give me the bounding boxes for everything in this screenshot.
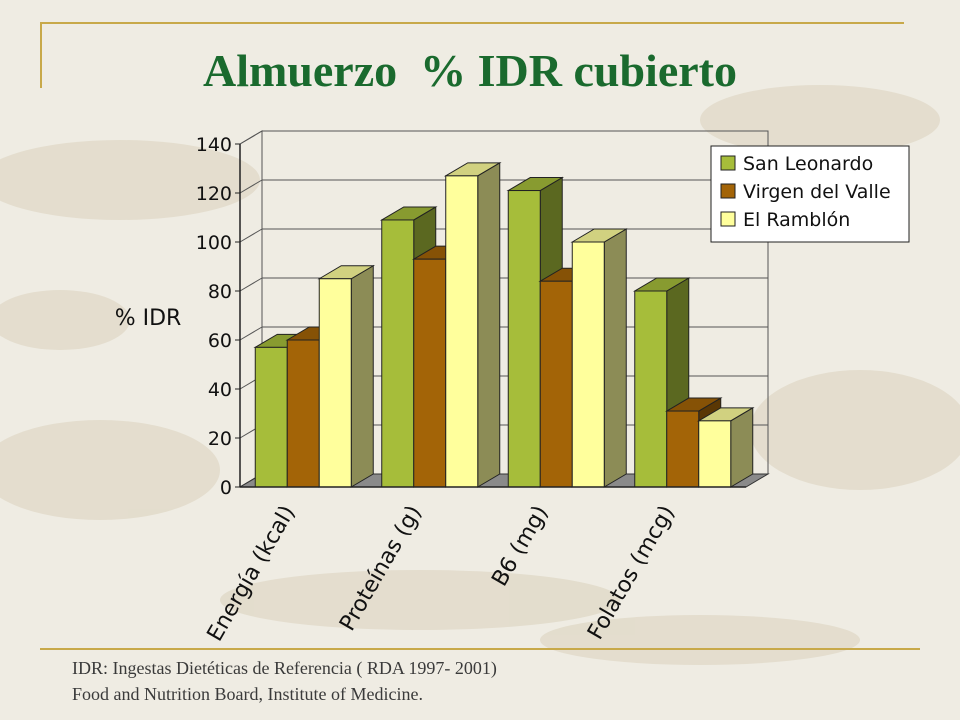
y-tick-label: 20 [208,428,232,450]
bar-front [254,346,288,488]
x-tick-label: B6 (mg) [487,502,553,591]
bar [317,264,376,488]
gridline-side [239,277,263,292]
y-tick-label: 40 [208,379,232,401]
gridline-side [239,130,263,145]
x-tick-label: Folatos (mcg) [583,502,680,645]
y-tick-label: 140 [196,134,232,156]
bar-side [730,406,754,488]
bar-front [507,190,541,488]
legend-label: Virgen del Valle [743,181,891,203]
bar-side [477,161,501,488]
bar-front [445,175,479,488]
y-tick-label: 120 [196,183,232,205]
x-tick-label: Energía (kcal) [203,502,301,646]
y-axis-label: % IDR [115,306,182,331]
y-tick-label: 0 [220,477,232,499]
footnote-line-1: IDR: Ingestas Dietéticas de Referencia (… [72,658,497,678]
bar [443,161,502,488]
y-tick-label: 80 [208,281,232,303]
bar-front [666,410,700,488]
top-accent-line [40,22,904,24]
footnote: IDR: Ingestas Dietéticas de Referencia (… [72,655,497,707]
footnote-line-2: Food and Nutrition Board, Institute of M… [72,684,423,704]
bar-front [571,241,605,488]
x-tick-label: Proteínas (g) [335,502,427,636]
bar [696,406,755,488]
y-tick-label: 60 [208,330,232,352]
bar-front [698,420,732,488]
page-title: Almuerzo % IDR cubierto [202,45,737,96]
bar-front [286,339,320,488]
gridline-side [239,326,263,341]
legend-swatch [720,183,736,199]
bar-chart: 0 20 40 60 80 100 120 140 % IDR Energía (kcal) Pro… [115,130,910,646]
bar-side [603,228,627,488]
left-accent-line [40,22,42,88]
legend-label: San Leonardo [743,153,873,175]
y-tick-label: 100 [196,232,232,254]
bar-front [539,280,573,488]
legend-swatch [720,155,736,171]
legend-label: El Ramblón [743,209,850,231]
bottom-accent-line [40,648,920,650]
legend-swatch [720,211,736,227]
bar-front [634,290,668,488]
bar-front [381,219,415,488]
gridline-side [239,179,263,194]
bar-front [318,278,352,488]
gridline-side [239,228,263,243]
bar [570,228,629,488]
bar-side [350,264,374,488]
bar-front [413,258,447,488]
legend-box [710,145,910,243]
